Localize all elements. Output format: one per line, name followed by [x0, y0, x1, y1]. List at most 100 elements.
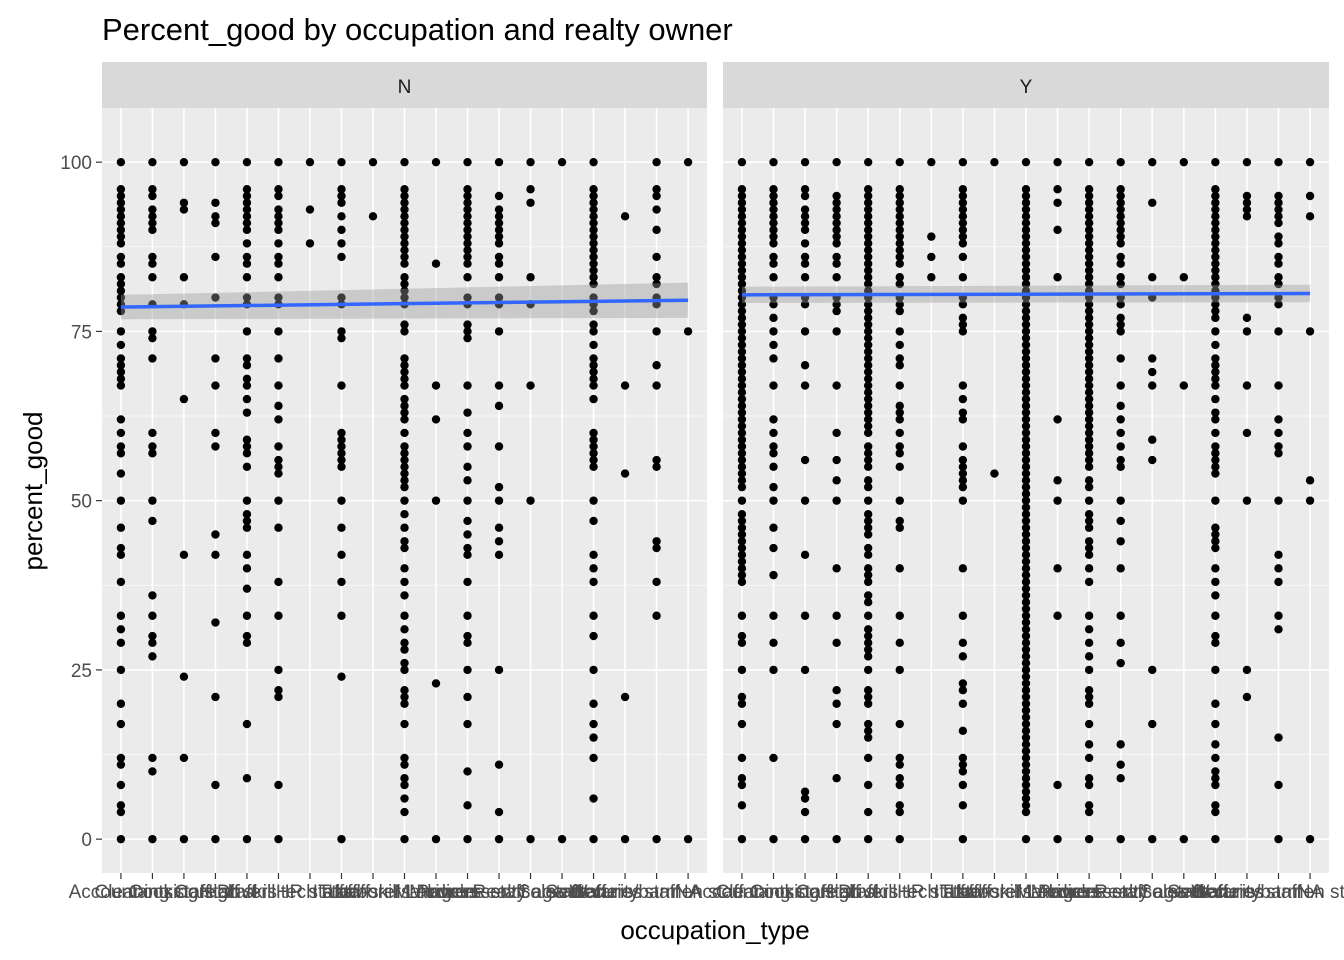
data-point — [800, 218, 810, 228]
data-point — [494, 225, 504, 235]
data-point — [1084, 361, 1094, 370]
data-point — [116, 442, 126, 451]
data-point — [1053, 834, 1062, 844]
data-point — [1084, 428, 1094, 438]
data-point — [1021, 503, 1031, 512]
data-point — [652, 577, 661, 587]
data-point — [589, 191, 598, 201]
x-tick-label: Waiters/barmen staff — [1191, 882, 1344, 903]
data-point — [242, 361, 252, 370]
data-point — [400, 482, 409, 492]
data-point — [958, 408, 968, 417]
data-point — [400, 245, 409, 255]
data-point — [1211, 740, 1220, 749]
data-point — [769, 225, 778, 235]
data-point — [274, 381, 283, 390]
data-point — [400, 780, 409, 790]
data-point — [895, 218, 904, 228]
data-point — [1084, 638, 1094, 648]
data-point — [116, 259, 126, 268]
data-point — [1084, 415, 1094, 424]
data-point — [494, 273, 504, 282]
data-point — [148, 273, 157, 282]
data-point — [737, 394, 747, 404]
data-point — [769, 381, 778, 390]
data-point — [400, 252, 409, 262]
data-point — [1242, 205, 1252, 214]
data-point — [116, 780, 126, 790]
data-point — [494, 537, 504, 546]
data-point — [769, 252, 778, 262]
data-point — [589, 449, 598, 458]
data-point — [652, 611, 661, 620]
data-point — [800, 550, 810, 560]
data-point — [737, 428, 747, 438]
data-point — [652, 185, 661, 194]
data-point — [305, 239, 315, 248]
data-point — [1021, 550, 1031, 560]
data-point — [1021, 476, 1031, 485]
data-point — [400, 259, 409, 268]
data-point — [895, 205, 904, 214]
data-point — [737, 550, 747, 560]
data-point — [1274, 198, 1283, 207]
data-point — [242, 523, 252, 532]
data-point — [1021, 807, 1031, 817]
data-point — [274, 273, 283, 282]
data-point — [620, 212, 630, 221]
data-point — [832, 198, 841, 207]
chart-title: Percent_good by occupation and realty ow… — [102, 12, 733, 47]
data-point — [1116, 205, 1125, 214]
data-point — [148, 496, 157, 505]
data-point — [1116, 279, 1125, 289]
data-point — [589, 266, 598, 275]
data-point — [1211, 157, 1220, 167]
data-point — [1021, 191, 1031, 201]
data-point — [211, 218, 220, 228]
data-point — [1274, 205, 1283, 214]
data-point — [737, 205, 747, 214]
data-point — [494, 401, 504, 411]
data-point — [242, 374, 252, 383]
data-point — [683, 834, 693, 844]
data-point — [274, 496, 283, 505]
trend-line — [120, 298, 689, 309]
data-point — [769, 462, 778, 472]
data-point — [1021, 401, 1031, 411]
data-point — [463, 516, 472, 526]
data-point — [958, 462, 968, 472]
data-point — [863, 686, 873, 695]
data-point — [274, 185, 283, 194]
data-point — [1274, 232, 1283, 241]
y-tick-label: 100 — [60, 153, 92, 174]
data-point — [895, 361, 904, 370]
data-point — [800, 191, 810, 201]
x-tick-label: Accountants — [690, 882, 795, 903]
data-point — [863, 807, 873, 817]
data-point — [1021, 374, 1031, 383]
data-point — [148, 753, 157, 763]
data-point — [589, 273, 598, 282]
data-point — [800, 212, 810, 221]
data-point — [274, 401, 283, 411]
data-point — [589, 665, 598, 675]
y-tick-label: 0 — [81, 830, 92, 851]
data-point — [211, 212, 220, 221]
data-point — [863, 442, 873, 451]
data-point — [400, 218, 409, 228]
data-point — [116, 381, 126, 390]
data-point — [769, 543, 778, 553]
data-point — [958, 476, 968, 485]
data-point — [863, 516, 873, 526]
data-point — [652, 455, 661, 465]
data-point — [242, 239, 252, 248]
data-point — [863, 591, 873, 600]
data-point — [1021, 557, 1031, 566]
data-point — [242, 191, 252, 201]
data-point — [274, 252, 283, 262]
data-point — [274, 611, 283, 620]
data-point — [589, 252, 598, 262]
data-point — [400, 665, 409, 675]
data-point — [958, 185, 968, 194]
data-point — [116, 753, 126, 763]
